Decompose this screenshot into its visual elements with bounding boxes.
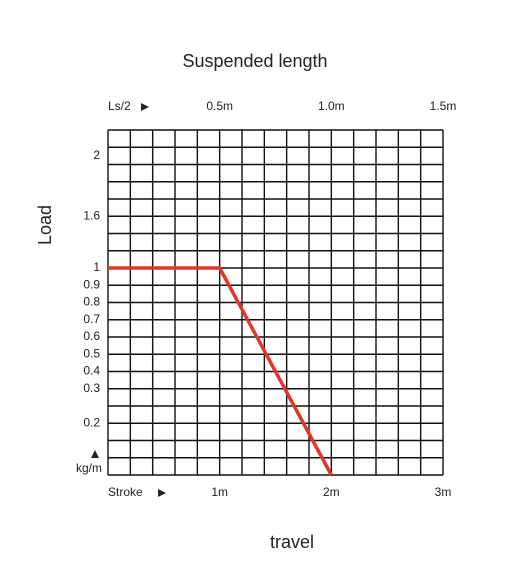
y-tick-label: 0.4 <box>83 364 100 378</box>
y-tick-label: 0.3 <box>83 381 100 395</box>
top-axis-name: Ls/2 <box>108 99 131 113</box>
arrow <box>158 489 166 497</box>
x-axis-label: travel <box>270 532 314 552</box>
x-tick-label: 3m <box>435 485 452 499</box>
y-tick-label: 0.5 <box>83 346 100 360</box>
x2-tick-label: 0.5m <box>206 99 233 113</box>
arrow <box>141 103 149 111</box>
y-unit: kg/m <box>76 461 102 475</box>
y-tick-label: 0.2 <box>83 415 100 429</box>
x2-tick-label: 1.5m <box>430 99 457 113</box>
y-tick-label: 0.9 <box>83 277 100 291</box>
y-axis-label: Load <box>35 205 55 245</box>
chart-title: Suspended length <box>182 51 327 71</box>
data-line <box>108 266 333 476</box>
y-tick-label: 1.6 <box>83 208 100 222</box>
y-tick-label: 0.6 <box>83 329 100 343</box>
x-tick-label: 1m <box>211 485 228 499</box>
y-tick-label: 1 <box>93 260 100 274</box>
x2-tick-label: 1.0m <box>318 99 345 113</box>
y-tick-label: 2 <box>93 148 100 162</box>
y-tick-label: 0.7 <box>83 312 100 326</box>
x-tick-label: 2m <box>323 485 340 499</box>
arrow <box>91 450 99 458</box>
bottom-axis-name: Stroke <box>108 485 143 499</box>
y-tick-label: 0.8 <box>83 295 100 309</box>
